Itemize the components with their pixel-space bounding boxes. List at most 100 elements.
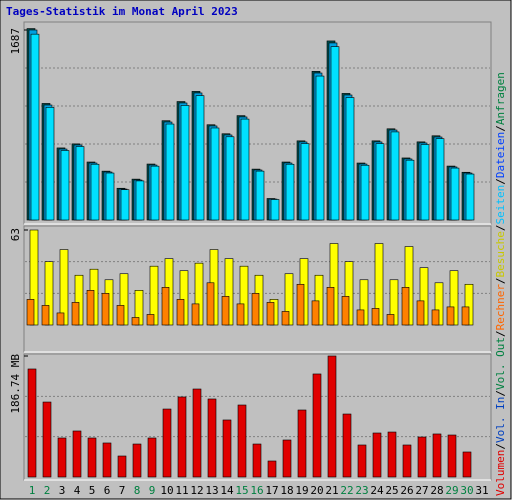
legend-entry: Volumen xyxy=(494,450,507,496)
bar xyxy=(162,408,172,478)
x-tick-label: 28 xyxy=(430,484,443,497)
x-tick-label: 3 xyxy=(59,484,66,497)
bar xyxy=(270,199,280,221)
x-tick-label: 27 xyxy=(415,484,428,497)
bar xyxy=(191,303,200,326)
bar xyxy=(386,314,395,326)
bar xyxy=(417,436,427,478)
bar xyxy=(296,283,305,326)
bar xyxy=(297,409,307,478)
bar xyxy=(435,138,445,221)
bar xyxy=(371,308,380,326)
bar xyxy=(102,442,112,478)
bar xyxy=(251,293,260,326)
bar xyxy=(71,302,80,326)
bar xyxy=(405,159,415,221)
bar xyxy=(282,439,292,478)
bar xyxy=(90,163,100,221)
bar xyxy=(311,300,320,326)
legend-entry: Besuche xyxy=(494,231,507,277)
bar xyxy=(120,189,130,221)
bar xyxy=(326,287,335,326)
bar xyxy=(375,143,385,221)
bar xyxy=(207,398,217,478)
bar xyxy=(60,150,70,221)
bar xyxy=(416,300,425,326)
bar xyxy=(57,437,67,478)
bar xyxy=(431,309,440,326)
legend-entry: Anfragen xyxy=(494,72,507,125)
legend-entry: Rechner xyxy=(494,284,507,331)
x-tick-label: 5 xyxy=(89,484,96,497)
side-legend: Volumen/Vol. In/Vol. Out/Rechner/Besuche… xyxy=(494,72,507,496)
x-tick-label: 20 xyxy=(310,484,323,497)
x-tick-label: 25 xyxy=(385,484,398,497)
x-tick-label: 15 xyxy=(235,484,248,497)
legend-separator: / xyxy=(494,178,507,185)
bar xyxy=(131,317,140,326)
x-tick-label: 26 xyxy=(400,484,413,497)
bar xyxy=(26,299,35,326)
bar xyxy=(401,287,410,326)
bar xyxy=(446,306,455,326)
x-tick-label: 11 xyxy=(175,484,188,497)
x-tick-label: 30 xyxy=(460,484,473,497)
bar xyxy=(101,293,110,326)
x-tick-label: 21 xyxy=(325,484,338,497)
bar xyxy=(372,432,382,478)
legend-separator: / xyxy=(494,390,507,397)
legend-separator: / xyxy=(494,277,507,284)
bar xyxy=(341,296,350,326)
x-tick-label: 6 xyxy=(104,484,111,497)
x-tick-label: 4 xyxy=(74,484,81,497)
bar xyxy=(45,107,55,221)
bar xyxy=(402,444,412,478)
chart-title: Tages-Statistik im Monat April 2023 xyxy=(6,5,238,18)
bar xyxy=(225,136,235,221)
bar xyxy=(42,401,52,478)
bar xyxy=(312,373,322,478)
bar xyxy=(132,443,142,478)
bar xyxy=(161,287,170,326)
bar xyxy=(345,97,355,221)
legend-separator: / xyxy=(494,224,507,231)
bar xyxy=(360,164,370,221)
bar xyxy=(252,443,262,478)
bar xyxy=(357,444,367,478)
bar xyxy=(105,172,115,221)
bar xyxy=(75,146,85,221)
bar xyxy=(450,167,460,221)
bar xyxy=(176,299,185,326)
bar xyxy=(327,355,337,478)
bar xyxy=(177,396,187,478)
bar xyxy=(30,33,40,221)
x-tick-label: 29 xyxy=(445,484,458,497)
bar xyxy=(195,95,205,221)
bar xyxy=(447,434,457,478)
legend-separator: / xyxy=(494,125,507,132)
legend-entry: Dateien xyxy=(494,132,507,178)
x-tick-label: 2 xyxy=(44,484,51,497)
legend-separator: / xyxy=(494,330,507,337)
bar xyxy=(237,404,247,478)
bar xyxy=(342,413,352,478)
bar xyxy=(135,180,145,221)
bar xyxy=(206,282,215,326)
bar xyxy=(180,105,190,221)
bar xyxy=(281,311,290,326)
bar xyxy=(240,118,250,221)
legend-separator: / xyxy=(494,443,507,450)
x-tick-label: 22 xyxy=(340,484,353,497)
bar xyxy=(210,127,220,221)
x-tick-label: 24 xyxy=(370,484,384,497)
bar xyxy=(221,296,230,326)
x-tick-label: 31 xyxy=(475,484,488,497)
bar xyxy=(432,433,442,478)
bar xyxy=(390,131,400,221)
bar xyxy=(255,170,265,221)
x-tick-label: 23 xyxy=(355,484,368,497)
bar xyxy=(192,388,202,478)
legend-entry: Seiten xyxy=(494,185,507,225)
bar xyxy=(236,303,245,326)
